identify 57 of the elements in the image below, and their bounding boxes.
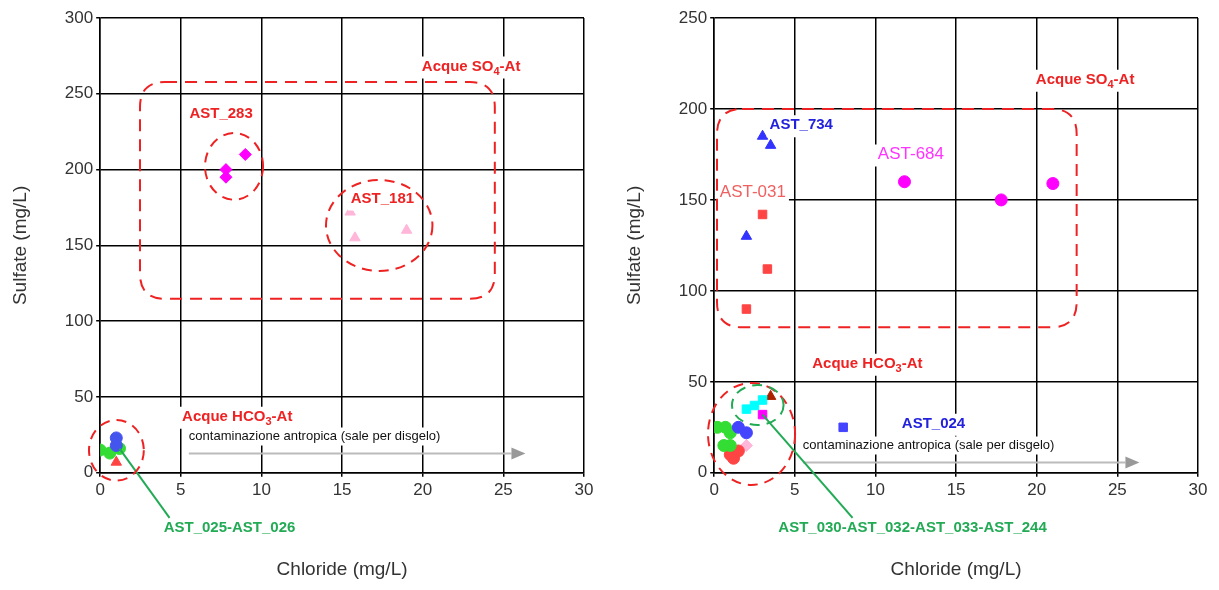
y-tick-label: 150 xyxy=(64,235,94,255)
annotation: AST-031 xyxy=(719,182,786,202)
point xyxy=(756,129,769,140)
x-axis-title: Chloride (mg/L) xyxy=(890,557,1022,579)
point xyxy=(994,193,1008,207)
annotation: AST_025-AST_026 xyxy=(163,517,296,535)
x-tick-label: 10 xyxy=(865,479,885,499)
x-tick-label: 15 xyxy=(946,479,966,499)
point xyxy=(762,264,773,274)
point xyxy=(757,395,768,405)
y-tick-label: 250 xyxy=(64,83,94,103)
y-tick-label: 250 xyxy=(678,7,708,27)
x-tick-label: 5 xyxy=(790,479,800,499)
y-tick-label: 100 xyxy=(64,310,94,330)
point xyxy=(349,231,361,242)
point xyxy=(110,455,122,466)
x-tick-label: 20 xyxy=(1027,479,1047,499)
y-tick-label: 200 xyxy=(64,159,94,179)
x-tick-label: 30 xyxy=(574,479,594,499)
point xyxy=(897,175,911,189)
annotation: AST-684 xyxy=(877,144,945,164)
annotation: AST_030-AST_032-AST_033-AST_244 xyxy=(778,517,1048,535)
y-tick-label: 150 xyxy=(678,189,708,209)
x-tick-label: 25 xyxy=(1107,479,1127,499)
annotation: contaminazione antropica (sale per disgelo) xyxy=(188,427,441,443)
point xyxy=(109,439,123,453)
x-tick-label: 30 xyxy=(1188,479,1208,499)
y-axis-title: Sulfate (mg/L) xyxy=(8,185,30,306)
y-tick-label: 0 xyxy=(83,462,94,482)
y-tick-label: 300 xyxy=(64,7,94,27)
x-tick-label: 5 xyxy=(176,479,186,499)
point xyxy=(740,229,753,240)
annotation: contaminazione antropica (sale per disgelo) xyxy=(802,437,1055,453)
point xyxy=(400,223,413,234)
x-tick-label: 10 xyxy=(251,479,271,499)
annotation: AST_734 xyxy=(769,115,834,133)
point xyxy=(741,404,752,414)
annotation: AST_283 xyxy=(189,103,253,121)
y-tick-label: 50 xyxy=(688,371,708,391)
y-tick-label: 200 xyxy=(678,98,708,118)
y-axis-title: Sulfate (mg/L) xyxy=(622,185,644,306)
x-tick-label: 15 xyxy=(332,479,352,499)
point xyxy=(757,209,768,220)
point xyxy=(1046,177,1060,191)
x-tick-label: 25 xyxy=(493,479,513,499)
x-tick-label: 20 xyxy=(413,479,433,499)
point xyxy=(739,426,753,440)
point xyxy=(764,138,777,149)
point xyxy=(238,147,252,161)
point xyxy=(838,422,848,433)
y-tick-label: 0 xyxy=(697,462,708,482)
annotation: AST_024 xyxy=(901,413,966,431)
x-axis-title: Chloride (mg/L) xyxy=(276,557,408,579)
y-tick-label: 50 xyxy=(74,386,94,406)
y-tick-label: 100 xyxy=(678,280,708,300)
point xyxy=(741,304,752,314)
annotation: AST_181 xyxy=(350,188,415,206)
